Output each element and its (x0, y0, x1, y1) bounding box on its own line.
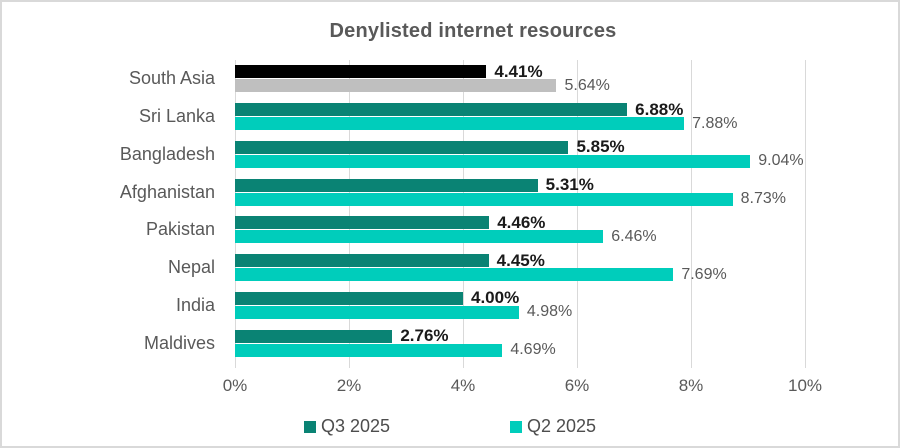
bar-q3-2025-sri-lanka (235, 103, 628, 117)
value-label-q2-2025-pakistan: 6.46% (611, 227, 657, 245)
gridline-2 (349, 60, 350, 368)
value-label-q3-2025-pakistan: 4.46% (497, 212, 546, 232)
legend-swatch-q3-2025-icon (303, 420, 316, 433)
value-label-q3-2025-india: 4.00% (471, 288, 520, 308)
category-label-maldives: Maldives (143, 332, 215, 353)
x-axis: 0% 2% 4% 6% 8% 10% (223, 376, 822, 398)
bar-q2-2025-bangladesh (235, 154, 751, 168)
chart-title: Denylisted internet resources (329, 20, 617, 42)
legend-swatch-q2-2025-icon (510, 420, 522, 433)
category-label-south-asia: South Asia (128, 68, 215, 89)
category-label-india: India (175, 294, 215, 315)
gridline-6 (577, 60, 578, 368)
category-label-nepal: Nepal (167, 257, 215, 278)
gridline-8 (691, 60, 692, 368)
value-label-q3-2025-south-asia: 4.41% (494, 61, 543, 81)
value-label-q3-2025-nepal: 4.45% (496, 250, 545, 270)
bar-q3-2025-maldives (235, 329, 393, 343)
value-label-q3-2025-sri-lanka: 6.88% (635, 99, 684, 119)
value-label-q2-2025-bangladesh: 9.04% (758, 152, 804, 170)
x-tick-0: 0% (222, 376, 248, 395)
value-label-q2-2025-afghanistan: 8.73% (740, 190, 786, 208)
category-label-pakistan: Pakistan (145, 219, 215, 240)
bar-q2-2025-sri-lanka (235, 117, 685, 131)
bar-q2-2025-nepal (235, 268, 674, 282)
bar-q3-2025-nepal (235, 254, 489, 268)
x-tick-2: 2% (336, 376, 362, 395)
legend-item-q2-2025: Q2 2025 (510, 416, 596, 437)
bar-q2-2025-india (235, 305, 519, 319)
category-label-bangladesh: Bangladesh (119, 143, 215, 164)
legend-item-q3-2025: Q3 2025 (303, 416, 390, 437)
value-label-q2-2025-maldives: 4.69% (510, 341, 556, 359)
bar-q2-2025-pakistan (235, 230, 604, 244)
value-label-q3-2025-maldives: 2.76% (400, 326, 449, 346)
value-label-q2-2025-india: 4.98% (526, 303, 573, 321)
value-label-q2-2025-south-asia: 5.64% (564, 76, 610, 94)
bar-q3-2025-south-asia (235, 65, 487, 79)
category-label-sri-lanka: Sri Lanka (138, 106, 215, 127)
bar-q3-2025-india (235, 291, 463, 305)
legend-label-q3-2025: Q3 2025 (320, 416, 390, 436)
value-label-q3-2025-bangladesh: 5.85% (576, 137, 625, 157)
bar-q3-2025-afghanistan (235, 178, 538, 192)
bar-q2-2025-south-asia (235, 79, 557, 93)
category-label-afghanistan: Afghanistan (119, 181, 215, 202)
bar-q3-2025-pakistan (235, 216, 490, 230)
bar-q2-2025-afghanistan (235, 192, 733, 206)
x-tick-6: 6% (564, 376, 590, 395)
legend: Q3 2025 Q2 2025 (2, 416, 898, 437)
value-label-q2-2025-sri-lanka: 7.88% (692, 114, 738, 132)
gridline-10 (805, 60, 806, 368)
gridline-0 (235, 60, 236, 368)
value-label-q3-2025-afghanistan: 5.31% (545, 175, 594, 195)
bar-q3-2025-bangladesh (235, 140, 569, 154)
x-tick-4: 4% (450, 376, 476, 395)
legend-label-q2-2025: Q2 2025 (527, 416, 597, 436)
bar-q2-2025-maldives (235, 343, 503, 357)
value-label-q2-2025-nepal: 7.69% (681, 265, 727, 283)
plot-area: 4.41% 5.64% 6.88% 7.88% 5.85% 9.04% 5.31% 8.73%… (235, 60, 806, 368)
gridline-4 (463, 60, 464, 368)
x-tick-10: 10% (787, 376, 823, 395)
y-axis-category-labels: South Asia Sri Lanka Bangladesh Afghanistan… (2, 60, 225, 362)
x-tick-8: 8% (678, 376, 704, 395)
